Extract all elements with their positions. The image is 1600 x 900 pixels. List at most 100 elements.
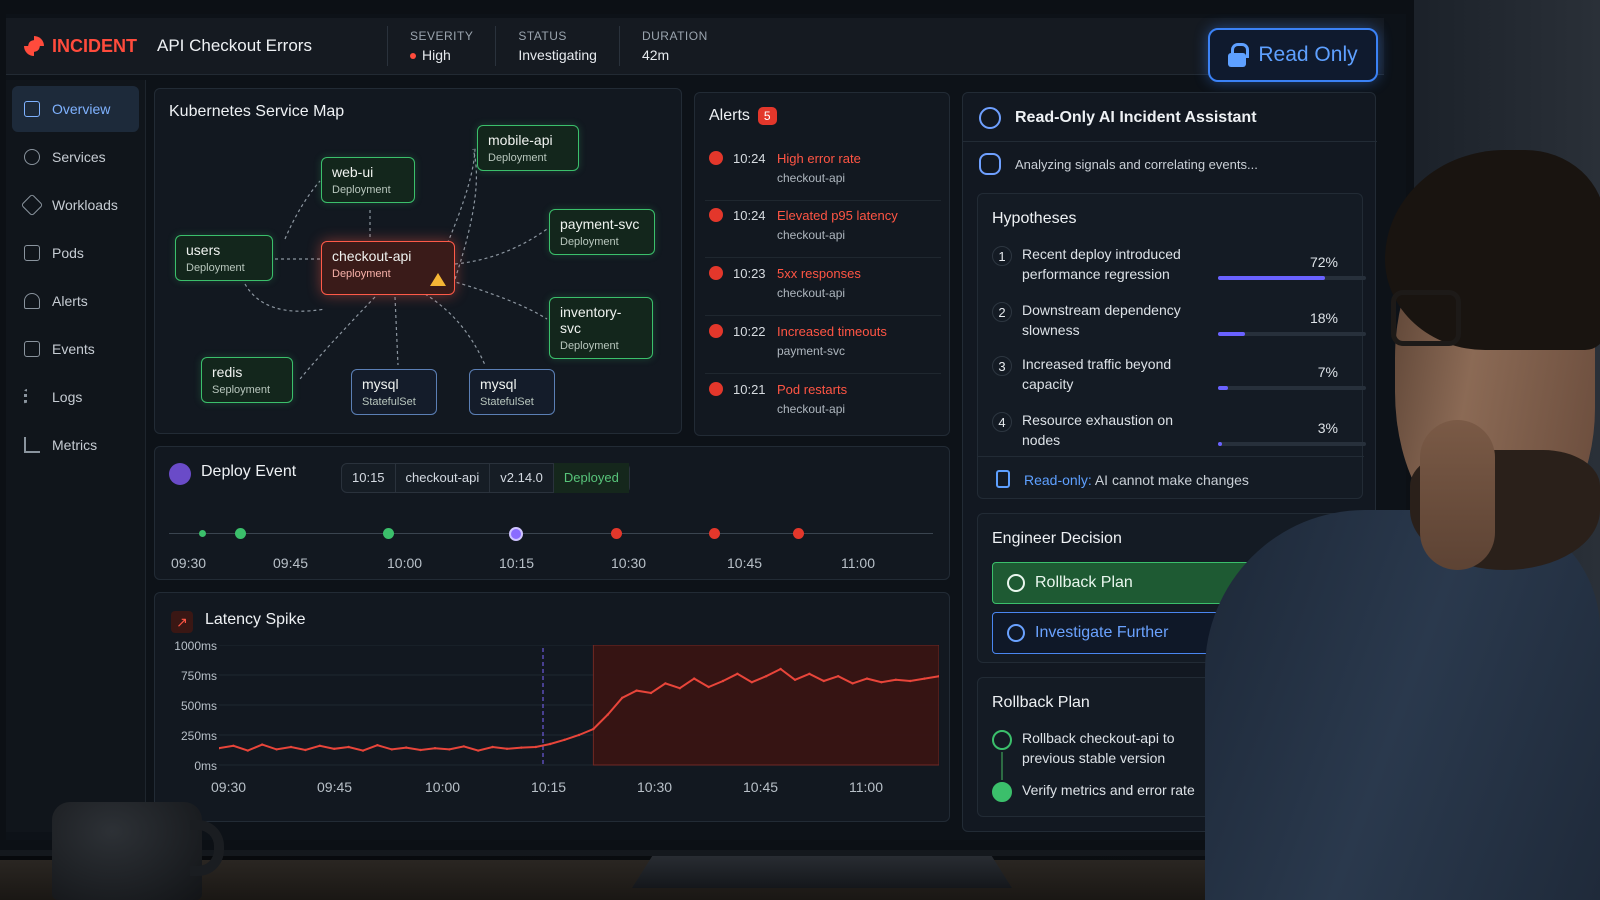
latency-data-point	[678, 687, 681, 690]
service-node-mysql-2[interactable]: mysql StatefulSet	[469, 369, 555, 415]
node-name: users	[186, 242, 221, 258]
investigate-label: Investigate Further	[1035, 624, 1169, 641]
latency-data-point	[880, 681, 883, 684]
sidebar-item-logs[interactable]: Logs	[12, 374, 139, 420]
hypotheses-card: Hypotheses 1 Recent deploy introduced per…	[977, 193, 1366, 499]
hypothesis-item[interactable]: 1 Recent deploy introduced performance re…	[992, 244, 1366, 298]
timeline-axis	[169, 533, 933, 534]
timeline-event-green[interactable]	[383, 528, 394, 539]
latency-data-point	[390, 748, 393, 751]
latency-data-point	[851, 682, 854, 685]
timeline-event-alert[interactable]	[611, 528, 622, 539]
readonly-label: Read-only:	[1024, 472, 1092, 488]
latency-data-point	[549, 742, 552, 746]
service-node-inventory-svc[interactable]: inventory-svc Deployment	[549, 297, 653, 359]
rollback-label: Rollback Plan	[1035, 574, 1133, 591]
timeline-event-deploy[interactable]	[509, 527, 523, 541]
hypothesis-text: Recent deploy introduced performance reg…	[1022, 246, 1181, 282]
latency-data-point	[765, 675, 768, 678]
incident-title: API Checkout Errors	[157, 36, 312, 55]
pods-icon	[24, 245, 40, 261]
hypothesis-number: 3	[992, 356, 1012, 376]
service-node-redis[interactable]: redis Seployment	[201, 357, 293, 403]
timeline-event-alert[interactable]	[709, 528, 720, 539]
latency-data-point	[635, 689, 638, 692]
node-name: mobile-api	[488, 132, 553, 148]
latency-data-point	[477, 749, 480, 752]
severity-value-wrap: High	[410, 47, 473, 63]
service-node-web-ui[interactable]: web-ui Deployment	[321, 157, 415, 203]
hypothesis-item[interactable]: 2 Downstream dependency slowness 18%	[992, 300, 1366, 354]
latency-data-point	[865, 677, 869, 680]
sidebar-item-overview[interactable]: Overview	[12, 86, 139, 132]
latency-data-point	[405, 746, 408, 749]
latency-data-point	[433, 747, 437, 750]
hypothesis-bar	[1218, 386, 1366, 390]
deploy-service: checkout-api	[396, 463, 491, 493]
plan-step-marker	[992, 782, 1012, 802]
alert-row[interactable]: 10:24 High error rate checkout-api	[705, 145, 941, 201]
deploy-event-pill[interactable]: 10:15 checkout-api v2.14.0 Deployed	[341, 463, 630, 493]
latency-data-point	[721, 679, 725, 683]
alert-row[interactable]: 10:21 Pod restarts checkout-api	[705, 376, 941, 432]
sidebar-item-label: Pods	[52, 245, 84, 261]
latency-chart	[219, 645, 939, 766]
status-label: STATUS	[518, 29, 567, 43]
latency-panel: ↗ Latency Spike 1000ms 750ms 500ms 250ms…	[154, 592, 950, 822]
hypothesis-item[interactable]: 3 Increased traffic beyond capacity 7%	[992, 354, 1366, 408]
timeline-event-alert[interactable]	[793, 528, 804, 539]
warning-icon	[430, 273, 446, 286]
service-node-users[interactable]: users Deployment	[175, 235, 273, 281]
duration-field: DURATION 42m	[618, 26, 730, 66]
x-tick-label: 10:30	[637, 779, 673, 795]
service-node-mysql-1[interactable]: mysql StatefulSet	[351, 369, 437, 415]
sidebar-item-events[interactable]: Events	[12, 326, 139, 372]
hypothesis-bar-fill	[1218, 276, 1325, 280]
plan-step-text: Rollback checkout-api to previous stable…	[1022, 730, 1175, 766]
hypothesis-text: Resource exhaustion on nodes	[1022, 412, 1173, 448]
latency-data-point	[621, 696, 624, 699]
read-only-label: Read Only	[1258, 43, 1358, 66]
service-node-mobile-api[interactable]: mobile-api Deployment	[477, 125, 579, 171]
sidebar: Overview Services Workloads Pods Alerts …	[6, 80, 146, 832]
monitor-stand	[632, 852, 1012, 888]
alert-row[interactable]: 10:24 Elevated p95 latency checkout-api	[705, 202, 941, 258]
sidebar-item-metrics[interactable]: Metrics	[12, 422, 139, 468]
sidebar-item-alerts[interactable]: Alerts	[12, 278, 139, 324]
service-map-edges	[244, 146, 548, 380]
person-glasses	[1391, 290, 1461, 346]
hypothesis-item[interactable]: 4 Resource exhaustion on nodes 3%	[992, 410, 1366, 464]
hypothesis-bar	[1218, 332, 1366, 336]
latency-data-point	[664, 682, 667, 685]
timeline-tick: 11:00	[841, 555, 875, 571]
alert-row[interactable]: 10:23 5xx responses checkout-api	[705, 260, 941, 316]
timeline-event-green[interactable]	[235, 528, 246, 539]
alert-row[interactable]: 10:22 Increased timeouts payment-svc	[705, 318, 941, 374]
node-kind: Deployment	[488, 152, 547, 164]
alert-service: checkout-api	[777, 286, 846, 300]
service-node-payment-svc[interactable]: payment-svc Deployment	[549, 209, 655, 255]
timeline-tick: 10:45	[727, 555, 763, 571]
latency-data-point	[909, 679, 912, 683]
hypothesis-bar-fill	[1218, 386, 1229, 390]
spike-highlight-region	[592, 645, 939, 766]
latency-data-point	[779, 667, 782, 671]
alert-name: 5xx responses	[777, 266, 861, 281]
read-only-button[interactable]: Read Only	[1208, 28, 1378, 82]
sidebar-item-services[interactable]: Services	[12, 134, 139, 180]
x-tick-label: 09:30	[211, 779, 247, 795]
node-kind: Seployment	[212, 384, 271, 396]
status-field: STATUS Investigating	[495, 26, 619, 66]
latency-data-point	[736, 672, 739, 675]
service-node-checkout-api[interactable]: checkout-api Deployment	[321, 241, 455, 295]
sidebar-item-label: Overview	[52, 101, 111, 117]
latency-data-point	[822, 679, 825, 683]
node-name: mysql	[362, 376, 399, 392]
latency-data-point	[592, 727, 595, 731]
sidebar-item-workloads[interactable]: Workloads	[12, 182, 139, 228]
timeline-tick: 09:45	[273, 555, 309, 571]
timeline-event-green[interactable]	[199, 530, 206, 537]
readonly-divider	[978, 456, 1364, 457]
sidebar-item-pods[interactable]: Pods	[12, 230, 139, 276]
hypothesis-number: 1	[992, 246, 1012, 266]
